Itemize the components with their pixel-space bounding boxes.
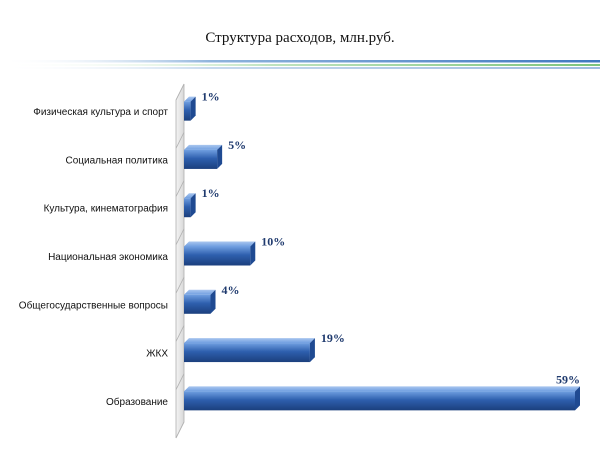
axis-tick (175, 325, 185, 342)
axis-ticks (175, 83, 185, 439)
data-label: 19% (321, 331, 345, 345)
bars (184, 96, 580, 411)
data-label: 1% (202, 90, 220, 104)
bar (184, 294, 211, 314)
category-label: Физическая культура и спорт (33, 107, 168, 118)
bar-end-cap (210, 289, 216, 314)
bar-top-face (184, 338, 315, 344)
bar-end-cap (575, 386, 580, 411)
bar-top-face (184, 289, 216, 295)
category-label: Национальная экономика (48, 252, 168, 263)
bar-end-cap (190, 193, 196, 218)
bar (184, 246, 251, 266)
axis-tick (175, 373, 185, 390)
axis-tick (175, 276, 185, 294)
bar (184, 343, 310, 363)
bar (184, 149, 218, 169)
bar-end-cap (309, 338, 315, 363)
axis-tick (175, 180, 185, 197)
data-label: 10% (261, 235, 285, 249)
bar-top-face (184, 386, 580, 392)
axis-tick (175, 132, 185, 149)
data-label: 4% (222, 283, 240, 297)
category-label: Культура, кинематография (44, 203, 168, 215)
data-label: 1% (202, 186, 220, 200)
bar (184, 391, 575, 411)
chart-title: Структура расходов, млн.руб. (205, 30, 395, 46)
axis-wall (175, 83, 185, 439)
axis-tick (175, 83, 185, 101)
category-labels: Физическая культура и спорт Социальная по… (19, 107, 169, 408)
bar-end-cap (250, 241, 256, 266)
bar-top-face (184, 241, 256, 247)
category-label: Общегосударственные вопросы (19, 299, 168, 311)
data-label: 59% (556, 372, 580, 386)
bar-top-face (184, 193, 196, 199)
axis-tick (175, 421, 185, 439)
bar (184, 198, 191, 218)
value-labels: 1% 5% 1% 10% 4% 19% 59% (202, 90, 580, 387)
header-line-green (0, 64, 600, 66)
axis-tick (175, 228, 185, 246)
bar (184, 101, 191, 121)
bar-end-cap (190, 96, 196, 121)
header-line-blue (0, 60, 600, 63)
category-label: Социальная политика (66, 155, 169, 166)
bar-top-face (184, 96, 196, 102)
header-line-blue-thin (0, 67, 600, 69)
category-label: ЖКХ (146, 349, 168, 360)
bar-end-cap (217, 144, 223, 169)
category-label: Образование (106, 396, 168, 408)
bar-top-face (184, 144, 223, 150)
data-label: 5% (228, 138, 246, 152)
